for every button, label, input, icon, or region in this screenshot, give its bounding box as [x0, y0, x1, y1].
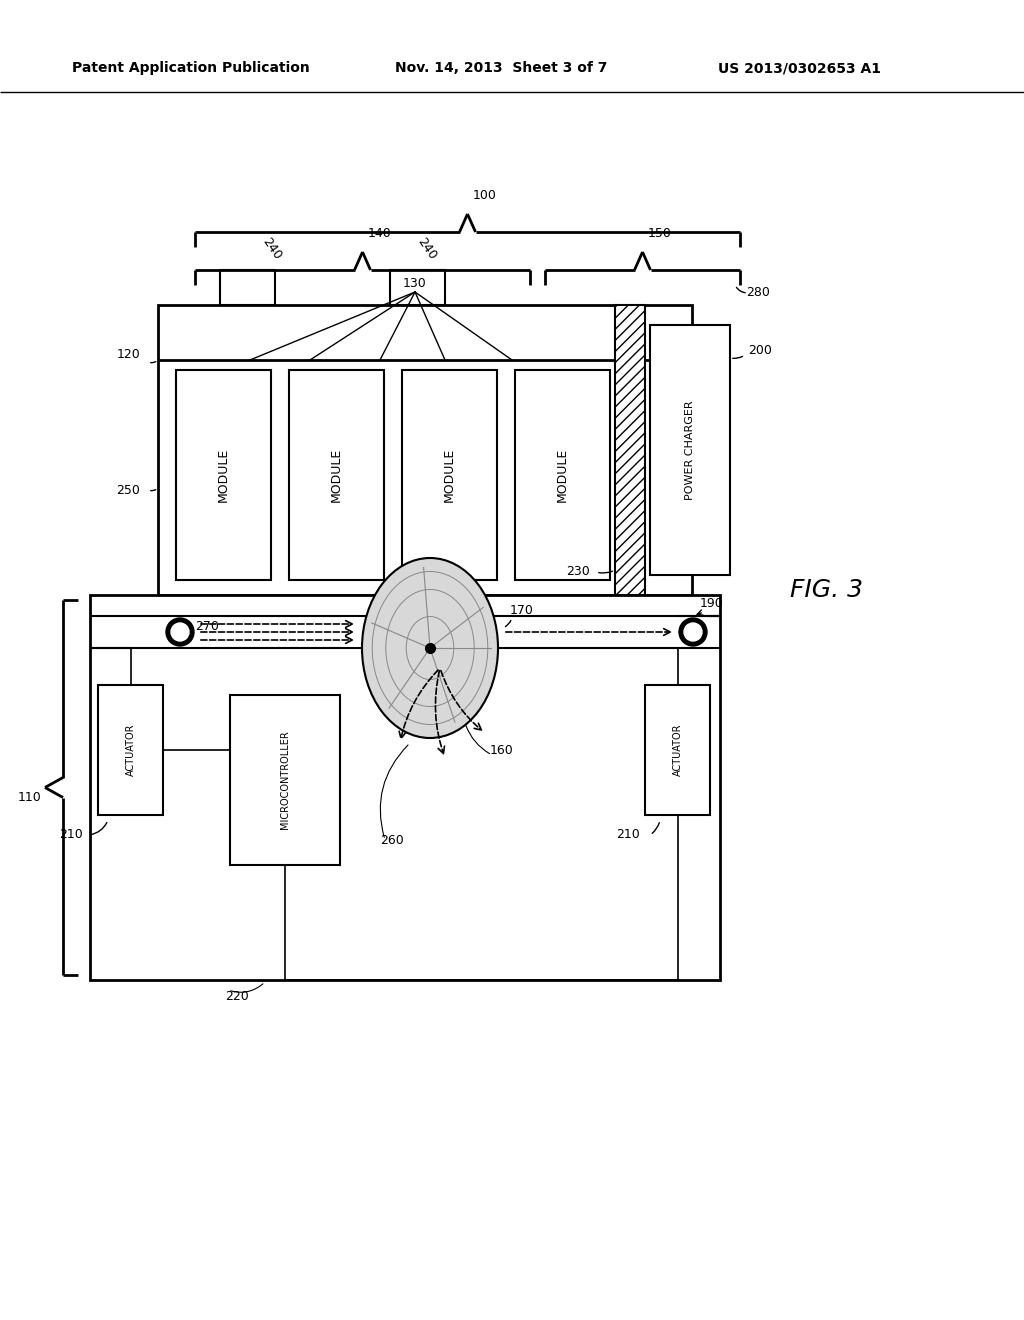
Text: 230: 230 — [566, 565, 590, 578]
Text: 250: 250 — [116, 483, 140, 496]
Circle shape — [684, 623, 702, 642]
Bar — [615, 305, 645, 595]
Text: 130: 130 — [403, 277, 427, 290]
Bar — [90, 595, 720, 979]
Bar — [650, 325, 730, 576]
Text: 210: 210 — [616, 829, 640, 842]
Text: 240: 240 — [260, 235, 285, 261]
Text: FIG. 3: FIG. 3 — [790, 578, 863, 602]
Text: MODULE: MODULE — [217, 447, 230, 502]
Text: 260: 260 — [380, 833, 403, 846]
Text: 100: 100 — [472, 189, 497, 202]
Bar — [230, 696, 340, 865]
Bar — [645, 685, 710, 814]
Bar — [289, 370, 384, 579]
Text: 270: 270 — [195, 620, 219, 634]
Text: 140: 140 — [368, 227, 391, 240]
Text: ACTUATOR: ACTUATOR — [126, 723, 135, 776]
Text: 120: 120 — [117, 348, 140, 362]
Text: ACTUATOR: ACTUATOR — [673, 723, 683, 776]
Circle shape — [166, 618, 194, 645]
Circle shape — [171, 623, 189, 642]
Text: POWER CHARGER: POWER CHARGER — [685, 400, 695, 500]
Text: 160: 160 — [490, 743, 514, 756]
Bar — [220, 271, 275, 305]
Ellipse shape — [362, 558, 498, 738]
Text: MODULE: MODULE — [330, 447, 343, 502]
Text: 220: 220 — [225, 990, 249, 1003]
Text: 190: 190 — [700, 597, 724, 610]
Bar — [176, 370, 271, 579]
Bar — [158, 305, 692, 595]
Bar — [515, 370, 610, 579]
Text: 210: 210 — [59, 829, 83, 842]
Text: US 2013/0302653 A1: US 2013/0302653 A1 — [718, 61, 881, 75]
Bar — [390, 271, 445, 305]
Text: 240: 240 — [415, 235, 439, 261]
Text: 170: 170 — [510, 603, 534, 616]
Text: Nov. 14, 2013  Sheet 3 of 7: Nov. 14, 2013 Sheet 3 of 7 — [395, 61, 607, 75]
Text: 110: 110 — [17, 791, 41, 804]
Text: 200: 200 — [748, 343, 772, 356]
Text: Patent Application Publication: Patent Application Publication — [72, 61, 309, 75]
Text: MODULE: MODULE — [556, 447, 569, 502]
Text: 150: 150 — [647, 227, 672, 240]
Text: MICROCONTROLLER: MICROCONTROLLER — [280, 731, 290, 829]
Bar — [402, 370, 497, 579]
Bar — [98, 685, 163, 814]
Text: MODULE: MODULE — [443, 447, 456, 502]
Text: 280: 280 — [746, 285, 770, 298]
Circle shape — [679, 618, 707, 645]
